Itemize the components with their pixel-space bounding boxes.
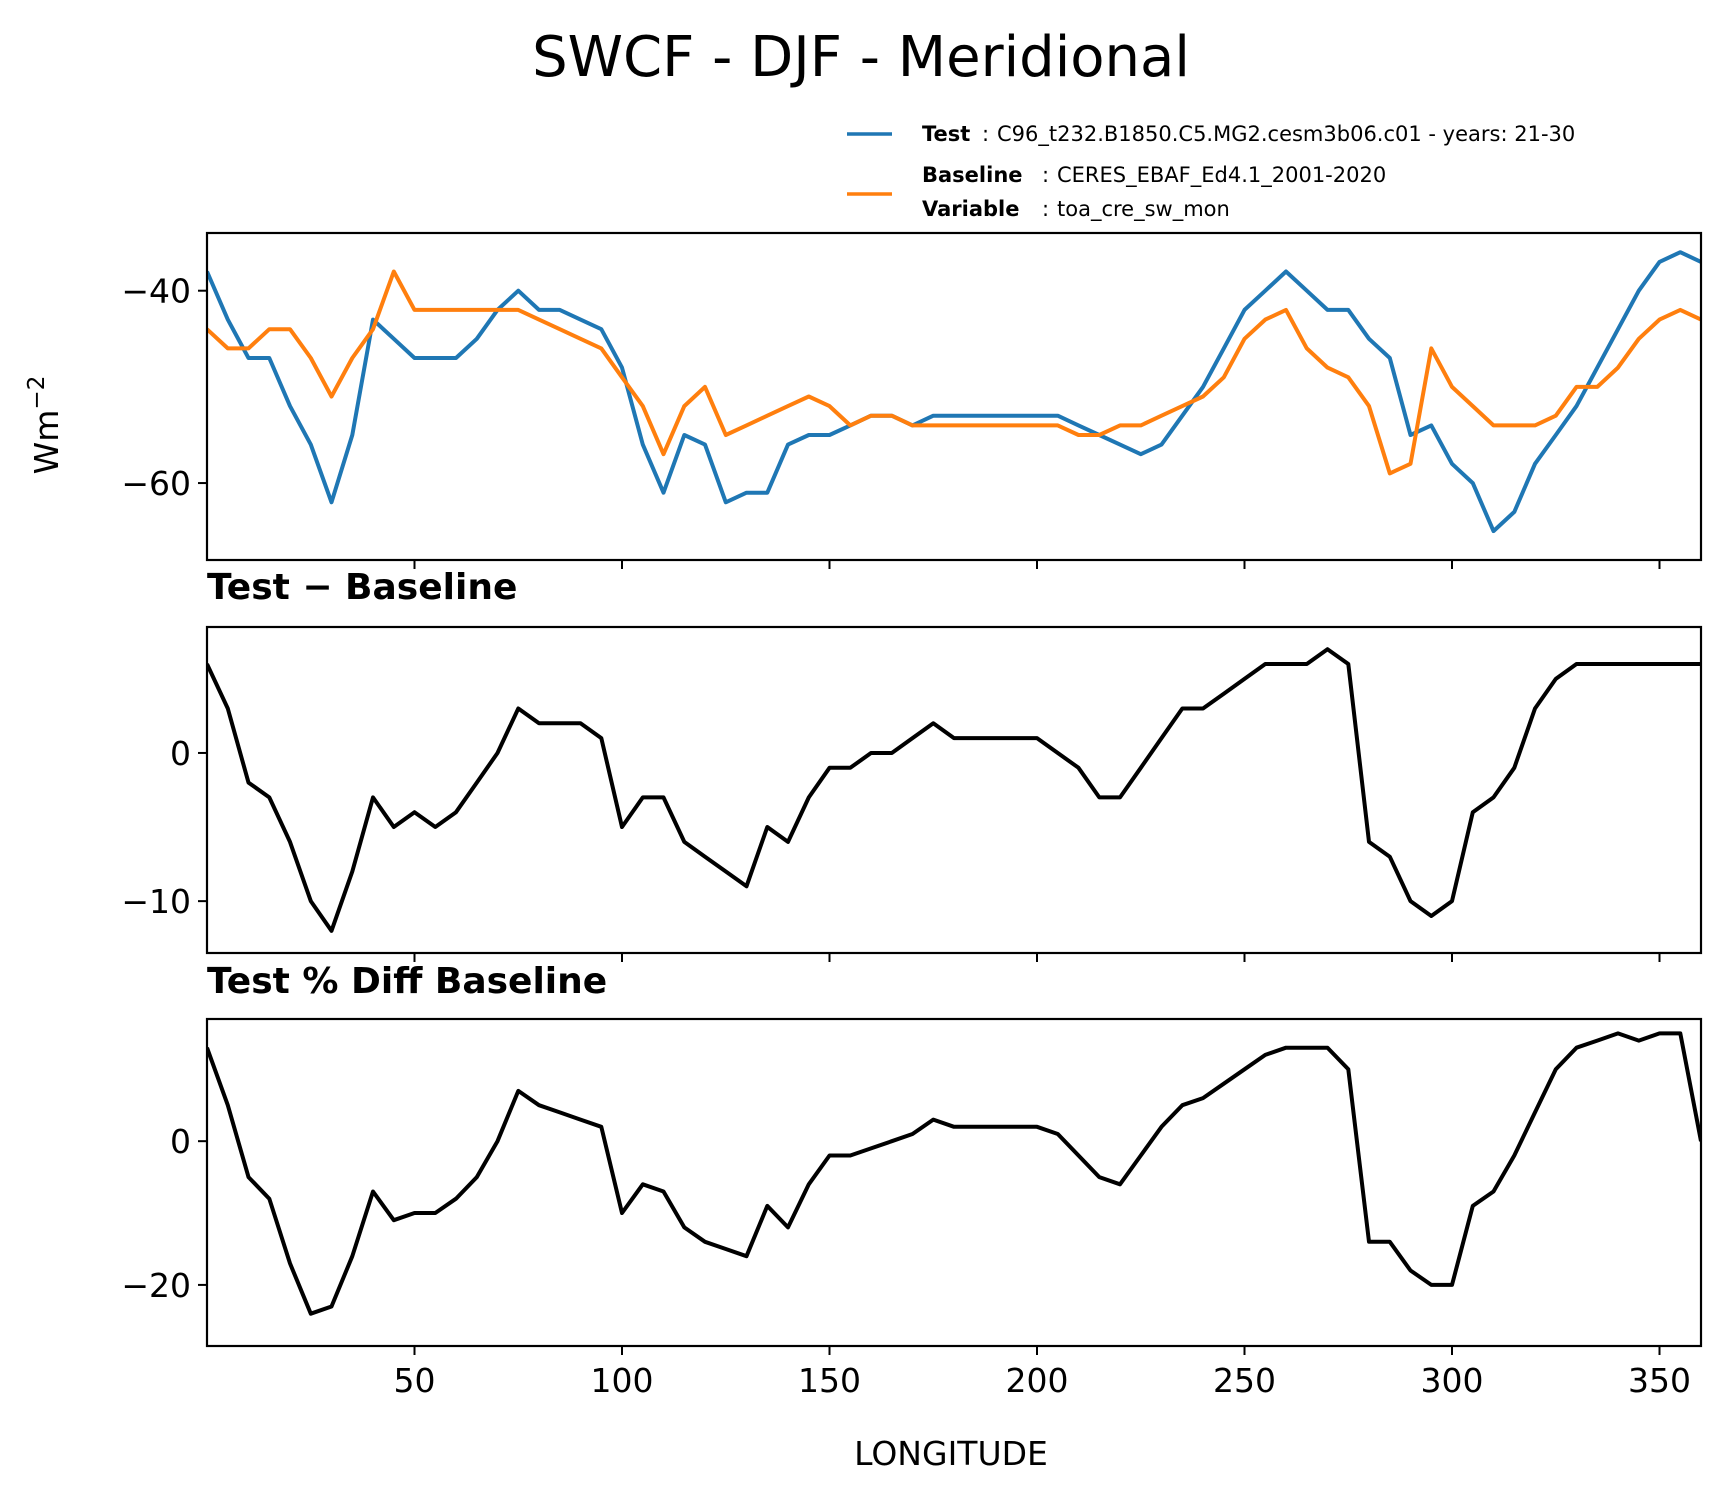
y-tick-label: −60 [121, 464, 191, 503]
legend-variable-colon: : [1042, 197, 1049, 221]
x-tick-label: 150 [798, 1361, 861, 1400]
y-tick-label: −20 [121, 1266, 191, 1305]
series-line-test [207, 250, 1701, 534]
axes-frame [205, 231, 1703, 562]
x-tick-label: 200 [1006, 1361, 1069, 1400]
y-tick-label: −10 [121, 882, 191, 921]
series-line-baseline [207, 269, 1701, 476]
axes-frame [205, 1017, 1703, 1348]
x-tick-label: 250 [1213, 1361, 1276, 1400]
legend-baseline-colon: : [1042, 163, 1049, 187]
x-tick-label: 300 [1421, 1361, 1484, 1400]
y-axis-label: Wm−2 [24, 376, 66, 475]
legend-test-colon: : [982, 122, 989, 146]
panel2-title: Test − Baseline [207, 567, 517, 608]
panel3-title: Test % Diff Baseline [207, 961, 607, 1002]
x-axis-label: LONGITUDE [854, 1434, 1048, 1473]
panel-mean-swcf: −40 −60 [121, 231, 1703, 569]
legend: Test : C96_t232.B1850.C5.MG2.cesm3b06.c0… [847, 122, 1575, 222]
axes-frame [205, 625, 1703, 955]
panel-test-minus-baseline: 0 −10 [121, 625, 1703, 962]
series-line-diff [207, 1031, 1701, 1316]
legend-baseline-key: Baseline [922, 163, 1023, 187]
legend-test-value: C96_t232.B1850.C5.MG2.cesm3b06.c01 - yea… [997, 122, 1575, 147]
legend-test-key: Test [922, 122, 970, 146]
x-tick-label: 100 [591, 1361, 654, 1400]
x-tick-label: 50 [394, 1361, 436, 1400]
series-line-diff [207, 647, 1701, 933]
panel-test-pct-diff-baseline: 0 −20 50 100 150 200 250 300 350 [121, 1017, 1703, 1400]
figure-title: SWCF - DJF - Meridional [532, 25, 1190, 90]
y-tick-label: 0 [170, 1122, 191, 1161]
y-tick-label: −40 [121, 272, 191, 311]
legend-variable-key: Variable [922, 197, 1019, 221]
x-tick-label: 350 [1628, 1361, 1691, 1400]
legend-variable-value: toa_cre_sw_mon [1057, 197, 1230, 222]
y-tick-label: 0 [170, 734, 191, 773]
legend-baseline-value: CERES_EBAF_Ed4.1_2001-2020 [1057, 163, 1386, 188]
